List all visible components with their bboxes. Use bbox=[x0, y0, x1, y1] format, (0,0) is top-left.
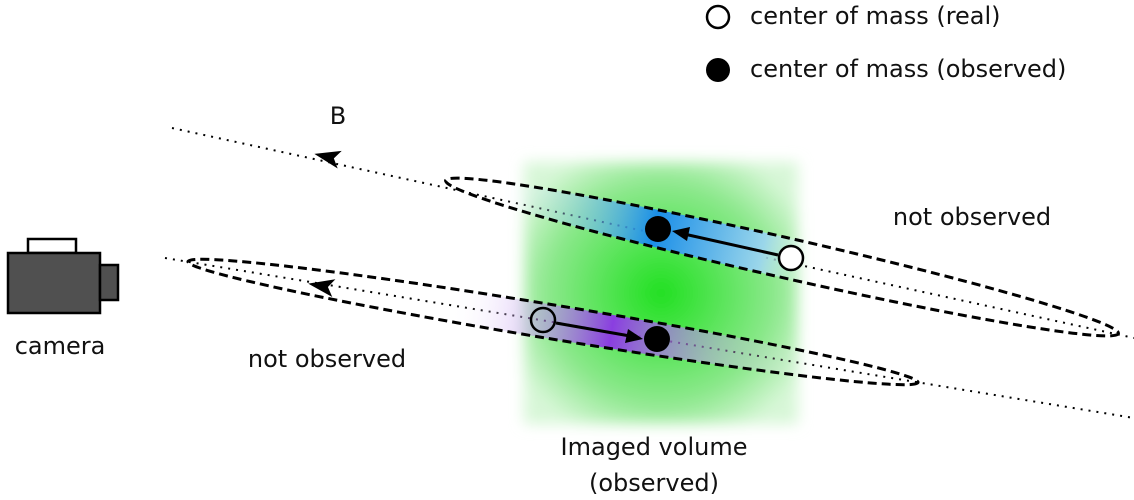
legend-marker bbox=[707, 6, 729, 28]
region-label: not observed bbox=[893, 203, 1051, 231]
legend-label: center of mass (observed) bbox=[750, 55, 1066, 83]
legend-label: center of mass (real) bbox=[750, 2, 1001, 30]
volume-note: (observed) bbox=[589, 469, 719, 497]
volume-label: Imaged volume bbox=[561, 433, 748, 461]
observed-center bbox=[645, 216, 671, 242]
diagram: center of mass (real) center of mass (ob… bbox=[0, 0, 1134, 500]
observed-center bbox=[644, 326, 670, 352]
region-label: not observed bbox=[248, 345, 406, 373]
camera-icon bbox=[8, 239, 118, 313]
camera-label: camera bbox=[15, 332, 106, 360]
legend-marker bbox=[706, 58, 730, 82]
field-label: B bbox=[330, 102, 346, 130]
real-center bbox=[779, 246, 803, 270]
